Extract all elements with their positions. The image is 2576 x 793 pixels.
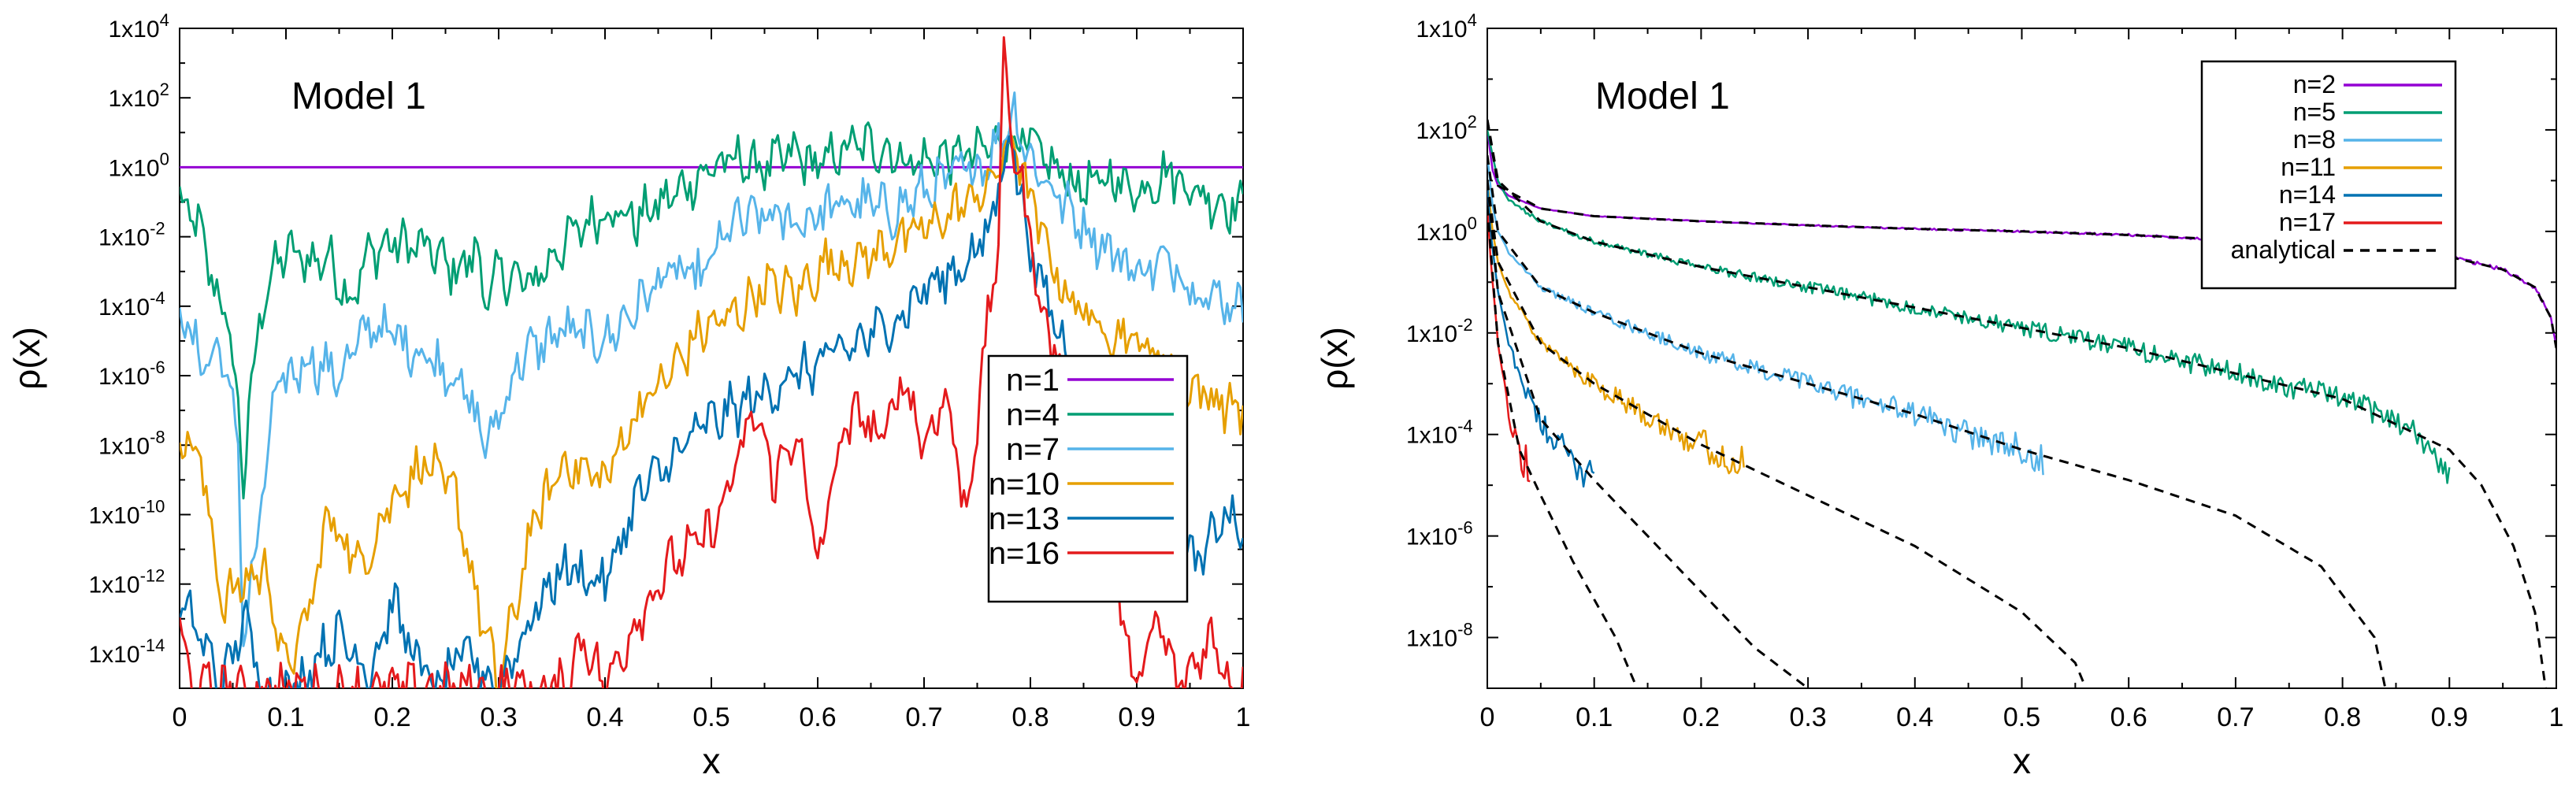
legend-label: n=4	[1006, 398, 1060, 432]
legend-label: analytical	[2231, 235, 2336, 264]
y-axis-label: ρ(x)	[6, 327, 47, 390]
series-analytical-curve	[1487, 206, 1639, 688]
y-tick-label: 1x100	[109, 149, 169, 181]
series-line-n-10	[180, 135, 1243, 688]
y-tick-label: 1x10-8	[1406, 620, 1473, 652]
legend-label: n=10	[989, 467, 1060, 502]
y-axis-label: ρ(x)	[1314, 327, 1355, 390]
x-tick-label: 0	[1480, 702, 1495, 732]
legend-label: n=8	[2293, 125, 2336, 154]
y-tick-label: 1x10-6	[98, 358, 165, 390]
y-tick-label: 1x10-12	[89, 566, 165, 598]
legend-label: n=5	[2293, 98, 2336, 126]
legend-label: n=14	[2279, 180, 2336, 209]
legend-box	[987, 354, 1189, 603]
legend-label: n=11	[2281, 153, 2336, 181]
x-tick-label: 0.9	[2431, 702, 2468, 732]
series-analytical-curve	[1487, 154, 2387, 688]
x-tick-label: 0.3	[1789, 702, 1826, 732]
chart-left: 0 0.1 0.2 0.3 0.4 0.5 0.6 0.7 0.8 0.9 1 1x104 1x102 1…	[6, 10, 1250, 781]
y-tick-label: 1x104	[1416, 10, 1477, 43]
legend-label: n=2	[2293, 70, 2336, 98]
legend-label: n=7	[1006, 432, 1060, 467]
model-annotation: Model 1	[291, 76, 426, 117]
x-tick-label: 0.7	[2217, 702, 2254, 732]
chart-right: 0 0.1 0.2 0.3 0.4 0.5 0.6 0.7 0.8 0.9 1 1x104 1x102 1…	[1314, 10, 2563, 781]
y-tick-label: 1x10-2	[98, 219, 165, 251]
y-tick-label: 1x104	[109, 10, 169, 43]
x-tick-label: 0.3	[480, 702, 517, 732]
y-tick-label: 1x10-2	[1406, 315, 1473, 347]
y-tick-label: 1x102	[1416, 112, 1477, 144]
y-tick-label: 1x10-8	[98, 427, 165, 459]
y-tick-label: 1x100	[1416, 213, 1477, 246]
x-tick-label: 0.2	[1683, 702, 1720, 732]
y-tick-label: 1x102	[109, 80, 169, 112]
legend-label: n=17	[2279, 208, 2336, 236]
legend-label: n=1	[1006, 363, 1060, 398]
y-tick-label: 1x10-4	[98, 288, 165, 321]
x-tick-label: 0.5	[2003, 702, 2040, 732]
y-tick-label: 1x10-14	[89, 636, 165, 668]
x-tick-label: 1	[1236, 702, 1251, 732]
x-tick-label: 0.4	[1896, 702, 1933, 732]
x-axis-label: x	[2013, 740, 2031, 781]
x-tick-label: 0.5	[692, 702, 729, 732]
x-tick-label: 0.1	[1576, 702, 1613, 732]
legend: n=1n=4n=7n=10n=13n=16	[987, 354, 1189, 603]
y-tick-label: 1x10-6	[1406, 518, 1473, 550]
x-tick-label: 0.8	[2324, 702, 2361, 732]
legend-label: n=13	[989, 502, 1060, 536]
x-axis-label: x	[703, 740, 721, 781]
x-tick-label: 0.4	[586, 702, 623, 732]
x-tick-label: 1	[2549, 702, 2564, 732]
x-tick-label: 0	[173, 702, 187, 732]
x-tick-label: 0.7	[905, 702, 942, 732]
y-tick-label: 1x10-4	[1406, 417, 1473, 449]
x-tick-label: 0.1	[267, 702, 304, 732]
model-annotation: Model 1	[1595, 76, 1730, 117]
x-tick-label: 0.6	[2110, 702, 2147, 732]
series-line-n-14	[1487, 180, 1595, 488]
y-tick-label: 1x10-10	[89, 496, 165, 528]
series-line-n-5	[1487, 129, 2451, 484]
series-analytical-curve	[1487, 180, 1810, 688]
legend-label: n=16	[989, 536, 1060, 571]
x-tick-label: 0.8	[1011, 702, 1049, 732]
x-tick-label: 0.6	[799, 702, 836, 732]
x-tick-label: 0.9	[1118, 702, 1155, 732]
series-analytical-curve	[1487, 119, 2556, 349]
x-tick-label: 0.2	[373, 702, 410, 732]
series-line-n-7	[180, 91, 1243, 647]
